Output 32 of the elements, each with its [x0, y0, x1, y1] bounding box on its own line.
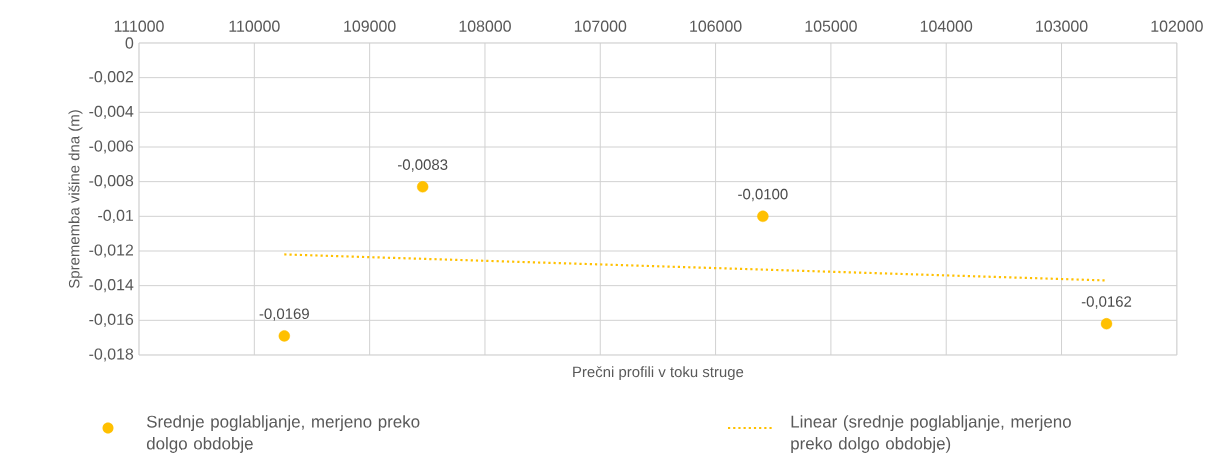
x-tick-label: 104000 — [920, 20, 973, 32]
x-axis-title: Prečni profili v toku struge — [573, 366, 744, 381]
y-tick-label: -0,014 — [89, 279, 134, 293]
y-tick-label: -0,008 — [89, 175, 134, 189]
point — [417, 181, 429, 193]
y-tick-label: -0,016 — [89, 313, 134, 327]
x-tick-label: 109000 — [344, 20, 396, 32]
data-label: -0,0162 — [1081, 296, 1132, 309]
y-tick-label: -0,018 — [89, 348, 134, 362]
y-tick-label: -0,004 — [89, 105, 134, 119]
y-axis-title: Sprememba višine dna (m) — [68, 110, 83, 289]
point — [757, 210, 769, 222]
data-label: -0,0083 — [397, 159, 448, 172]
legend-label: Srednje poglabljanje, merjeno preko dolgo obdobje — [146, 415, 420, 453]
legend-label: Linear (srednje poglabljanje, merjeno preko dolgo obdobje) — [791, 415, 1071, 453]
x-tick-label: 108000 — [459, 20, 511, 32]
x-tick-label: 111000 — [114, 20, 164, 32]
y-tick-label: 0 — [125, 37, 134, 49]
y-tick-label: -0,002 — [89, 71, 134, 85]
data-label: -0,0100 — [738, 188, 788, 202]
x-tick-label: 103000 — [1036, 20, 1088, 32]
data-label: -0,0169 — [259, 308, 309, 321]
point — [1100, 318, 1113, 330]
x-tick-label: 106000 — [690, 20, 742, 32]
y-tick-label: -0,006 — [89, 140, 134, 154]
x-tick-label: 110000 — [229, 20, 280, 32]
x-tick-label: 107000 — [574, 20, 627, 32]
x-tick-label: 105000 — [805, 20, 857, 32]
point — [278, 330, 290, 342]
x-tick-label: 102000 — [1151, 20, 1203, 32]
y-tick-label: -0,01 — [98, 209, 134, 223]
y-tick-label: -0,012 — [89, 244, 134, 258]
